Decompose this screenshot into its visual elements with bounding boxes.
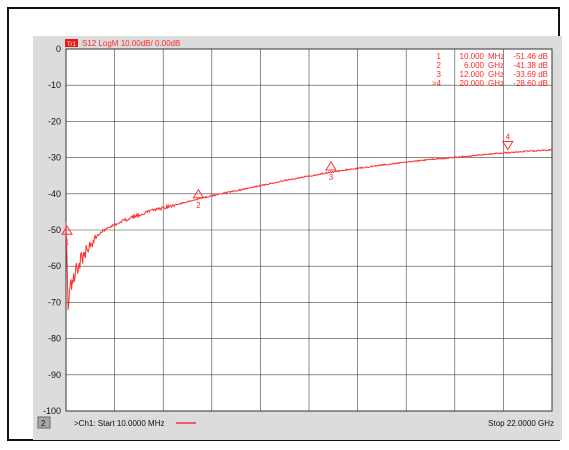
y-tick-label: -60 — [48, 261, 61, 271]
marker-table-value: -28.60 dB — [513, 79, 548, 88]
marker-table-id: >4 — [432, 79, 442, 88]
y-tick-label: -70 — [48, 297, 61, 307]
grid-lines — [66, 49, 552, 411]
channel-stop-label: Stop 22.0000 GHz — [488, 419, 554, 428]
marker-1-label: 1 — [65, 237, 70, 246]
y-tick-label: -30 — [48, 153, 61, 163]
y-tick-label: -100 — [43, 406, 61, 416]
marker-table-unit: GHz — [488, 79, 504, 88]
y-tick-label: 0 — [56, 44, 61, 54]
marker-table-value: -33.69 dB — [513, 70, 548, 79]
analyzer-screen: Tr1 S12 LogM 10.00dB/ 0.00dB 0 -10 -20 -30 -… — [33, 36, 562, 440]
y-tick-label: -40 — [48, 189, 61, 199]
marker-table-value: -51.46 dB — [513, 52, 548, 61]
y-tick-label: -50 — [48, 225, 61, 235]
marker-2-label: 2 — [196, 201, 201, 210]
marker-4-triangle[interactable] — [501, 141, 514, 151]
channel-start-label: >Ch1: Start 10.0000 MHz — [74, 419, 165, 428]
marker-table-id: 3 — [437, 70, 442, 79]
marker-2-triangle[interactable] — [192, 188, 205, 199]
marker-table-unit: GHz — [488, 70, 504, 79]
marker-table-id: 1 — [437, 52, 442, 61]
marker-3-label: 3 — [329, 173, 334, 182]
marker-table-frequency: 20.000 — [460, 79, 485, 88]
trace-title: S12 LogM 10.00dB/ 0.00dB — [82, 39, 180, 48]
marker-table-frequency: 6.000 — [464, 61, 485, 70]
trace-badge-label: Tr1 — [67, 42, 76, 48]
window-number-box[interactable] — [37, 416, 51, 429]
marker-table-frequency: 12.000 — [460, 70, 485, 79]
s12-magnitude-plot: Tr1 S12 LogM 10.00dB/ 0.00dB 0 -10 -20 -30 -… — [37, 39, 554, 429]
window-number: 2 — [41, 419, 46, 428]
marker-readout-table: 1 10.000 MHz -51.46 dB 2 6.000 GHz -41.38 dB 3 12… — [432, 52, 548, 88]
marker-4-label: 4 — [506, 133, 511, 142]
marker-table-value: -41.38 dB — [513, 61, 548, 70]
marker-table-id: 2 — [437, 61, 442, 70]
y-axis-ticks: 0 -10 -20 -30 -40 -50 -60 -70 -80 -90 -100 — [43, 44, 61, 416]
s12-trace — [65, 148, 553, 310]
trace-badge[interactable] — [65, 39, 78, 47]
marker-table-frequency: 10.000 — [460, 52, 485, 61]
y-tick-label: -10 — [48, 80, 61, 90]
marker-1-triangle[interactable] — [61, 225, 73, 235]
y-tick-label: -90 — [48, 370, 61, 380]
y-tick-label: -80 — [48, 334, 61, 344]
analyzer-window-frame: Tr1 S12 LogM 10.00dB/ 0.00dB 0 -10 -20 -30 -… — [7, 7, 562, 441]
y-tick-label: -20 — [48, 116, 61, 126]
marker-table-unit: GHz — [488, 61, 504, 70]
marker-set: 1 2 3 4 — [61, 133, 514, 246]
marker-table-unit: MHz — [488, 52, 504, 61]
marker-3-triangle[interactable] — [325, 161, 337, 171]
